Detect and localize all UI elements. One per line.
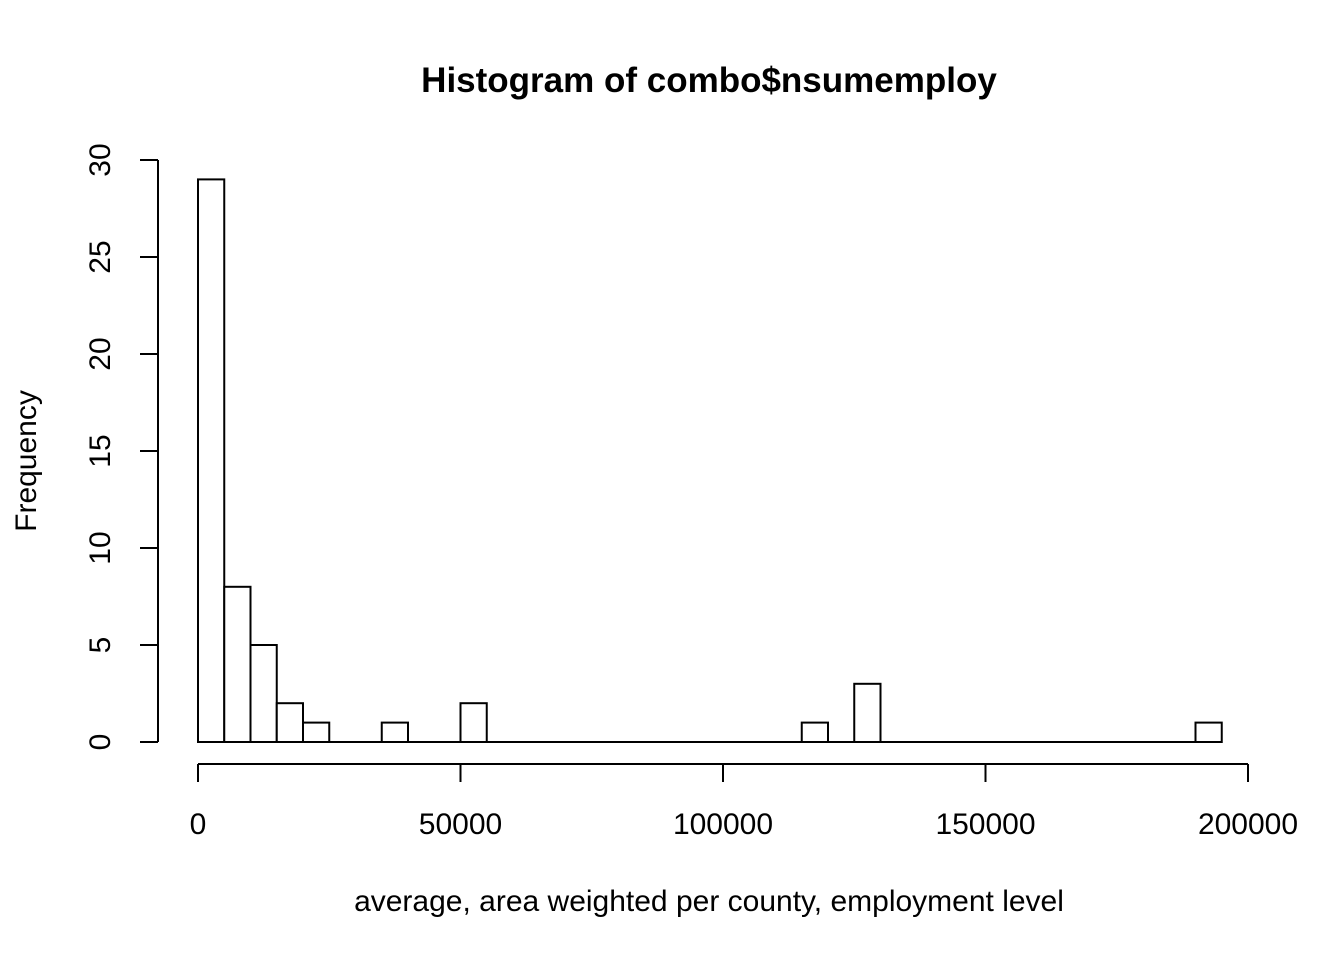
histogram-bar xyxy=(800,721,829,743)
histogram-bar xyxy=(249,644,278,743)
y-tick-label: 10 xyxy=(84,531,117,564)
x-tick-label: 200000 xyxy=(1198,808,1298,841)
y-tick-label: 5 xyxy=(84,637,117,654)
histogram-bar xyxy=(223,585,252,743)
histogram-bar xyxy=(459,702,488,744)
y-tick-label: 20 xyxy=(84,337,117,370)
x-tick-label: 0 xyxy=(190,808,207,841)
histogram-bar xyxy=(380,721,409,743)
histogram-bar xyxy=(302,721,331,743)
histogram-bar xyxy=(275,702,304,744)
histogram-bars xyxy=(197,178,1223,744)
y-tick-label: 30 xyxy=(84,143,117,176)
y-tick-label: 25 xyxy=(84,240,117,273)
chart-title: Histogram of combo$nsumemploy xyxy=(421,61,997,100)
x-tick-label: 50000 xyxy=(419,808,502,841)
x-tick-label: 100000 xyxy=(673,808,773,841)
histogram-bar xyxy=(197,178,226,743)
x-tick-label: 150000 xyxy=(935,808,1035,841)
x-axis-label: average, area weighted per county, emplo… xyxy=(354,885,1064,918)
y-axis-label: Frequency xyxy=(10,390,43,532)
y-tick-label: 0 xyxy=(84,734,117,751)
y-axis: 0 5 10 15 20 25 30 xyxy=(84,143,159,751)
histogram-bar xyxy=(853,682,882,743)
histogram-bar xyxy=(1194,721,1223,743)
y-tick-label: 15 xyxy=(84,434,117,467)
x-axis: 0 50000 100000 150000 200000 xyxy=(190,763,1298,841)
